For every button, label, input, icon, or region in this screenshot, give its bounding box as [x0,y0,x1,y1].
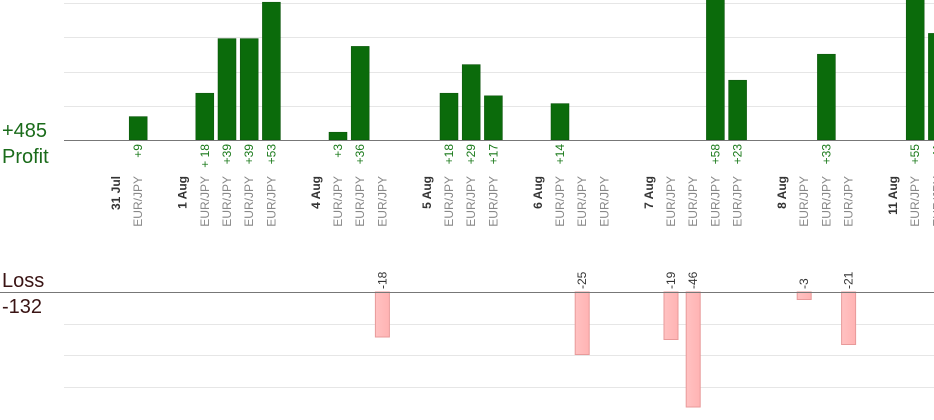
loss-bar [796,291,812,300]
pair-label: EUR/JPY [908,176,922,227]
profit-bar [728,79,747,141]
value-label: +55 [908,144,922,165]
value-label: +39 [242,144,256,165]
pair-label: EUR/JPY [842,176,856,227]
value-label: +17 [486,144,500,165]
value-label: -46 [686,271,700,289]
profit-bar [550,103,570,141]
value-label: -3 [797,278,811,289]
profit-bar [262,1,281,141]
date-label: 4 Aug [309,176,323,209]
loss-bar [374,291,390,338]
date-label: 31 Jul [109,176,123,210]
loss-bar [685,291,701,408]
loss-total: -132 [2,296,42,318]
pair-label: EUR/JPY [797,176,811,227]
pair-label: EUR/JPY [575,176,589,227]
pair-label: EUR/JPY [220,176,234,227]
loss-label: Loss [2,270,44,292]
pair-label: EUR/JPY [930,176,934,227]
pair-label: EUR/JPY [731,176,745,227]
profit-bar [195,92,215,141]
value-label: +33 [819,144,833,165]
value-label: +58 [708,144,722,165]
pair-label: EUR/JPY [331,176,345,227]
date-label: 1 Aug [176,176,190,209]
labels: 31 Jul EUR/JPY +9 1 Aug EUR/JPY + 18 EUR/JPY +3… [109,144,934,289]
pair-label: EUR/JPY [819,176,833,227]
profit-bar [461,64,481,141]
pair-label: EUR/JPY [686,176,700,227]
value-label: +9 [131,144,145,158]
date-label: 8 Aug [775,176,789,209]
pair-label: EUR/JPY [442,176,456,227]
pair-label: EUR/JPY [597,176,611,227]
value-label: +53 [264,144,278,165]
pair-label: EUR/JPY [353,176,367,227]
profit-bar [905,0,925,141]
date-label: 7 Aug [642,176,656,209]
pair-label: EUR/JPY [264,176,278,227]
profit-bar [350,46,370,141]
value-label: + 18 [198,144,212,168]
pair-label: EUR/JPY [708,176,722,227]
value-label: +23 [731,144,745,165]
pair-label: EUR/JPY [198,176,212,227]
profit-bar [817,53,836,141]
profit-total: +485 [2,120,47,142]
pair-label: EUR/JPY [131,176,145,227]
date-label: 11 Aug [886,176,900,215]
profit-bar [439,92,459,141]
pair-label: EUR/JPY [664,176,678,227]
value-label: +14 [553,144,567,165]
loss-bar [663,291,679,340]
value-label: +39 [220,144,234,165]
value-label: -21 [842,271,856,289]
value-label: +29 [464,144,478,165]
value-label: +3 [331,144,345,158]
bars [128,0,934,408]
profit-bar [239,38,259,141]
value-label: +36 [353,144,367,165]
profit-bar [484,95,503,141]
pair-label: EUR/JPY [464,176,478,227]
value-label: -25 [575,271,589,289]
loss-bar [574,291,590,355]
profit-bar [217,38,237,141]
date-label: 6 Aug [531,176,545,209]
date-label: 5 Aug [420,176,434,209]
profit-bar [128,116,148,141]
value-label: +18 [442,144,456,165]
profit-bar [706,0,725,141]
pair-label: EUR/JPY [486,176,500,227]
value-label: -18 [375,271,389,289]
pair-label: EUR/JPY [242,176,256,227]
profit-bar [328,131,348,141]
profit-bar [928,33,934,141]
pair-label: EUR/JPY [553,176,567,227]
loss-bar [841,291,857,345]
pair-label: EUR/JPY [375,176,389,227]
profit-label: Profit [2,146,49,168]
value-label: -19 [664,271,678,289]
value-label: +41 [930,144,934,165]
